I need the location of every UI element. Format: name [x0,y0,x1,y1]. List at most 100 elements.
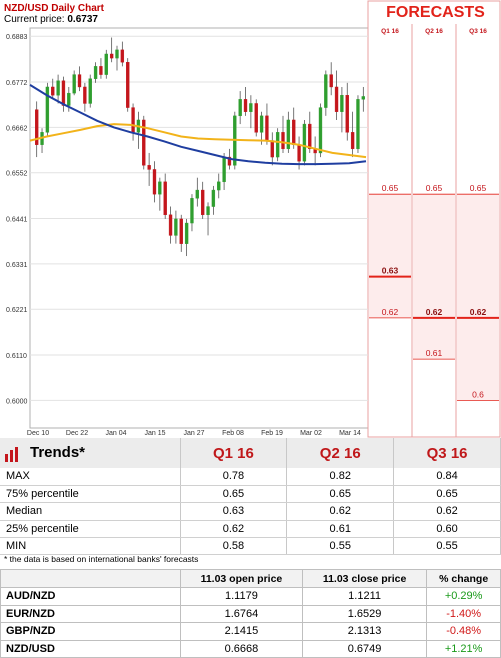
y-tick-label: 0.6331 [6,262,28,269]
rates-pair: NZD/USD [0,639,181,658]
price-chart: 0.6883 0.6772 0.6662 0.6552 0.6441 0.6331 0.62… [6,0,501,438]
y-tick-label: 0.6221 [6,307,28,314]
candle-body [201,189,205,216]
forecast-level-label: 0.62 [426,307,443,317]
trends-note: * the data is based on international ban… [4,554,199,564]
candle-body [217,181,221,191]
trends-col-q3: Q3 16 [393,438,501,468]
bar-chart-icon [5,446,18,462]
rates-col-change: % change [426,569,501,588]
candle-body [238,99,242,117]
rates-close: 2.1313 [301,622,428,641]
rates-row: AUD/NZD 1.1179 1.1211 +0.29% [0,587,501,606]
y-tick-label: 0.6883 [6,34,28,41]
candle-body [318,107,323,154]
candle-body [99,66,103,75]
trends-col-q1: Q1 16 [180,438,288,468]
forecast-level-label: 0.63 [382,266,399,276]
trends-cell: 0.62 [393,502,501,521]
rates-open: 0.6668 [180,639,303,658]
rates-change: -0.48% [426,622,501,641]
trends-row: Median 0.63 0.62 0.62 [0,502,501,521]
x-tick-label: Mar 14 [339,430,361,437]
candle-body [147,165,151,170]
candle-body [120,49,125,63]
trends-cell: 0.55 [393,537,501,556]
y-tick-label: 0.6772 [6,80,28,87]
rates-open: 2.1415 [180,622,303,641]
rates-col-close: 11.03 close price [301,569,428,588]
candle-body [292,119,296,145]
candle-body [302,123,307,162]
candle-body [35,109,39,145]
x-tick-label: Jan 04 [105,430,126,437]
trends-cell: 0.62 [180,520,288,539]
candle-body [227,156,232,166]
candle-body [361,96,365,100]
trends-cell: 0.65 [286,485,395,504]
candle-body [158,181,162,195]
x-tick-label: Feb 19 [261,430,283,437]
candle-body [61,80,66,106]
y-tick-label: 0.6662 [6,125,28,132]
candle-body [131,107,135,133]
candle-body [67,92,71,106]
candle-body [297,144,301,162]
candle-body [329,74,333,88]
y-tick-label: 0.6552 [6,171,28,178]
forecast-level-label: 0.6 [472,389,484,399]
x-tick-label: Jan 15 [144,430,165,437]
moving-average-fast-line [29,123,367,159]
trends-row: MIN 0.58 0.55 0.55 [0,537,501,556]
trends-cell: 0.78 [180,468,288,486]
trends-row-label: MAX [0,468,181,486]
candle-body [254,103,258,133]
candle-body [51,86,55,96]
rates-close: 1.1211 [301,587,428,606]
candle-body [211,189,216,207]
x-tick-label: Dec 22 [66,430,88,437]
candle-body [163,181,167,216]
trends-row-label: 75% percentile [0,485,181,504]
rates-pair: EUR/NZD [0,604,181,623]
candle-body [77,74,82,88]
candle-body [334,86,339,112]
rates-row: EUR/NZD 1.6764 1.6529 -1.40% [0,604,501,623]
rates-pair: AUD/NZD [0,587,181,606]
trends-row: MAX 0.78 0.82 0.84 [0,468,501,486]
rates-col-open: 11.03 open price [180,569,303,588]
trends-row: 25% percentile 0.62 0.61 0.60 [0,520,501,539]
candle-body [93,66,98,79]
x-tick-label: Dec 10 [27,430,49,437]
candle-body [142,119,146,166]
trends-row-label: 25% percentile [0,520,181,539]
candle-body [206,206,210,216]
candle-body [190,198,194,224]
candle-body [88,78,92,104]
current-price: Current price: 0.6737 [4,14,98,25]
y-tick-label: 0.6000 [6,398,28,405]
trends-cell: 0.58 [180,537,288,556]
trends-cell: 0.65 [180,485,288,504]
candle-body [265,115,269,141]
candle-body [152,169,157,195]
candle-body [174,218,178,236]
forecast-level-label: 0.62 [470,307,487,317]
candle-body [83,86,87,104]
candle-body [286,119,291,150]
candle-body [243,99,248,112]
forecast-range [369,194,411,318]
candle-body [270,140,274,158]
candle-body [308,123,312,150]
rates-row: NZD/USD 0.6668 0.6749 +1.21% [0,639,501,658]
chart-area: 0.6883 0.6772 0.6662 0.6552 0.6441 0.6331 0.62… [4,0,501,438]
moving-average-slow-line [29,84,367,166]
candle-body [179,218,183,244]
trends-cell: 0.63 [180,502,288,521]
trends-col-q2: Q2 16 [286,438,395,468]
candle-body [275,132,280,158]
rates-pair: GBP/NZD [0,622,181,641]
trends-cell: 0.60 [393,520,501,539]
trends-cell: 0.82 [286,468,395,486]
rates-open: 1.6764 [180,604,303,623]
